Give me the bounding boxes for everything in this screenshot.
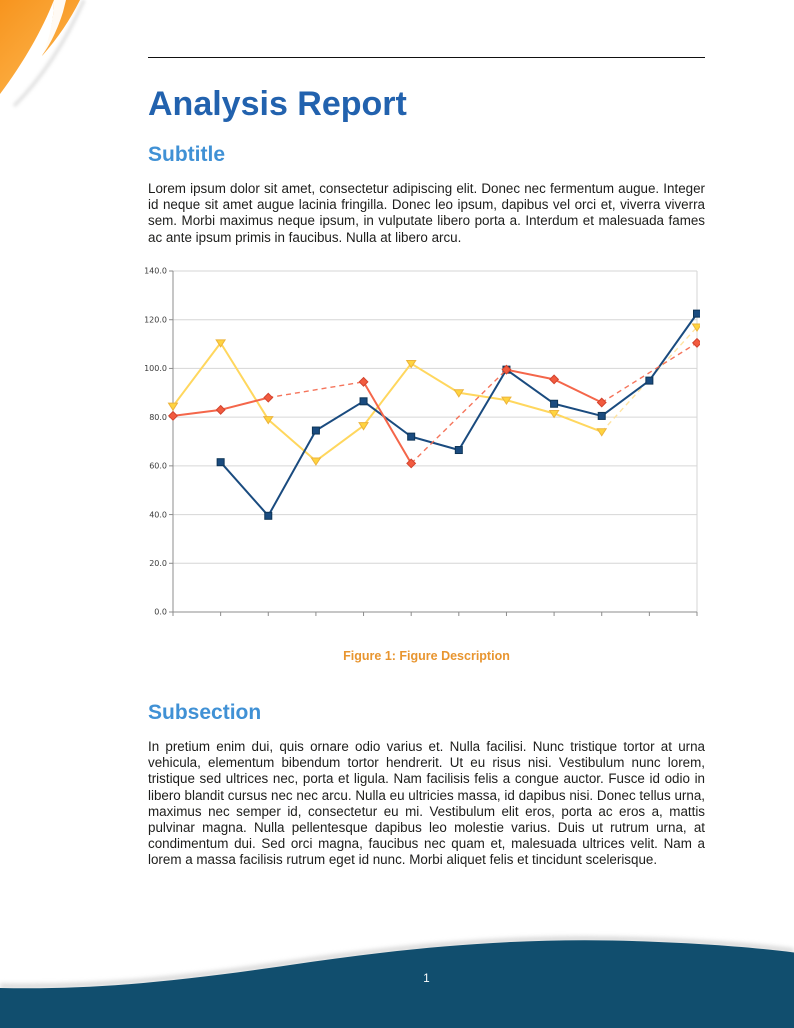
yellow-series-marker (501, 396, 512, 406)
yellow-series-marker (358, 422, 369, 431)
yellow-series-marker (691, 323, 703, 332)
red-series-marker (167, 410, 179, 421)
footer-wave-decoration (0, 936, 794, 1028)
swoosh-orange-sliver (42, 0, 80, 56)
red-series-marker (596, 397, 607, 408)
y-tick-label: 60.0 (149, 462, 167, 471)
blue-series-marker (264, 511, 273, 520)
yellow-series-marker (262, 416, 274, 425)
red-series-marker (501, 364, 512, 375)
corner-swoosh-decoration (0, 0, 86, 108)
y-tick-label: 80.0 (149, 413, 167, 422)
subsection-paragraph: In pretium enim dui, quis ornare odio va… (148, 739, 705, 868)
yellow-series-marker (453, 389, 465, 398)
yellow-series-marker (596, 428, 608, 437)
line-chart-canvas: 0.0 20.0 40.0 60.0 80.0 100.0 120.0 140.0 (144, 267, 703, 617)
blue-series-marker (693, 309, 701, 318)
y-tick-label: 100.0 (144, 364, 167, 373)
red-series-gap-dash (410, 369, 507, 464)
figure-1-line-chart: 0.0 20.0 40.0 60.0 80.0 100.0 120.0 140.0 (140, 255, 703, 617)
text-column: Analysis Report Subtitle Lorem ipsum dol… (144, 0, 705, 1028)
y-tick-label: 40.0 (149, 510, 167, 519)
red-series-marker (691, 337, 703, 348)
red-series-marker (358, 376, 369, 387)
blue-series-marker (550, 399, 559, 408)
blue-series-marker (645, 376, 654, 385)
yellow-series-marker (167, 402, 179, 412)
yellow-series-marker (548, 409, 560, 419)
page-number: 1 (423, 973, 430, 985)
subsection-heading: Subsection (148, 701, 262, 724)
yellow-series-marker (215, 339, 227, 348)
swoosh-shadow-arc (12, 0, 86, 108)
y-tick-label: 20.0 (149, 559, 167, 568)
yellow-series-marker (310, 457, 322, 466)
subtitle-heading: Subtitle (148, 143, 225, 166)
blue-series-marker (454, 446, 463, 455)
yellow-series-marker (405, 360, 417, 369)
swoosh-orange-main (0, 0, 54, 94)
blue-series-marker (311, 426, 320, 435)
yellow-series-gap-dash (601, 326, 698, 433)
red-series-marker (549, 374, 560, 385)
red-series-gap-dash (601, 342, 698, 404)
red-series-marker (215, 404, 226, 415)
swoosh-white-band (40, 0, 66, 58)
blue-series-marker (216, 458, 225, 467)
footer-wave-shadow (0, 936, 794, 989)
red-series-gap-dash (268, 381, 364, 399)
blue-series-marker (407, 432, 416, 441)
blue-series-line (219, 313, 698, 517)
y-tick-label: 0.0 (154, 608, 167, 617)
page-title: Analysis Report (148, 85, 407, 123)
y-tick-label: 120.0 (144, 315, 167, 324)
yellow-series-line (173, 327, 697, 461)
red-series-marker (406, 458, 417, 469)
intro-paragraph: Lorem ipsum dolor sit amet, consectetur … (148, 181, 705, 245)
blue-series-marker (359, 397, 368, 406)
blue-series-marker (597, 411, 606, 420)
y-tick-label: 140.0 (144, 267, 167, 276)
footer-wave-shape (0, 940, 794, 1028)
header-rule (148, 57, 705, 58)
red-series-marker (263, 392, 274, 403)
figure-caption: Figure 1: Figure Description (343, 649, 510, 663)
